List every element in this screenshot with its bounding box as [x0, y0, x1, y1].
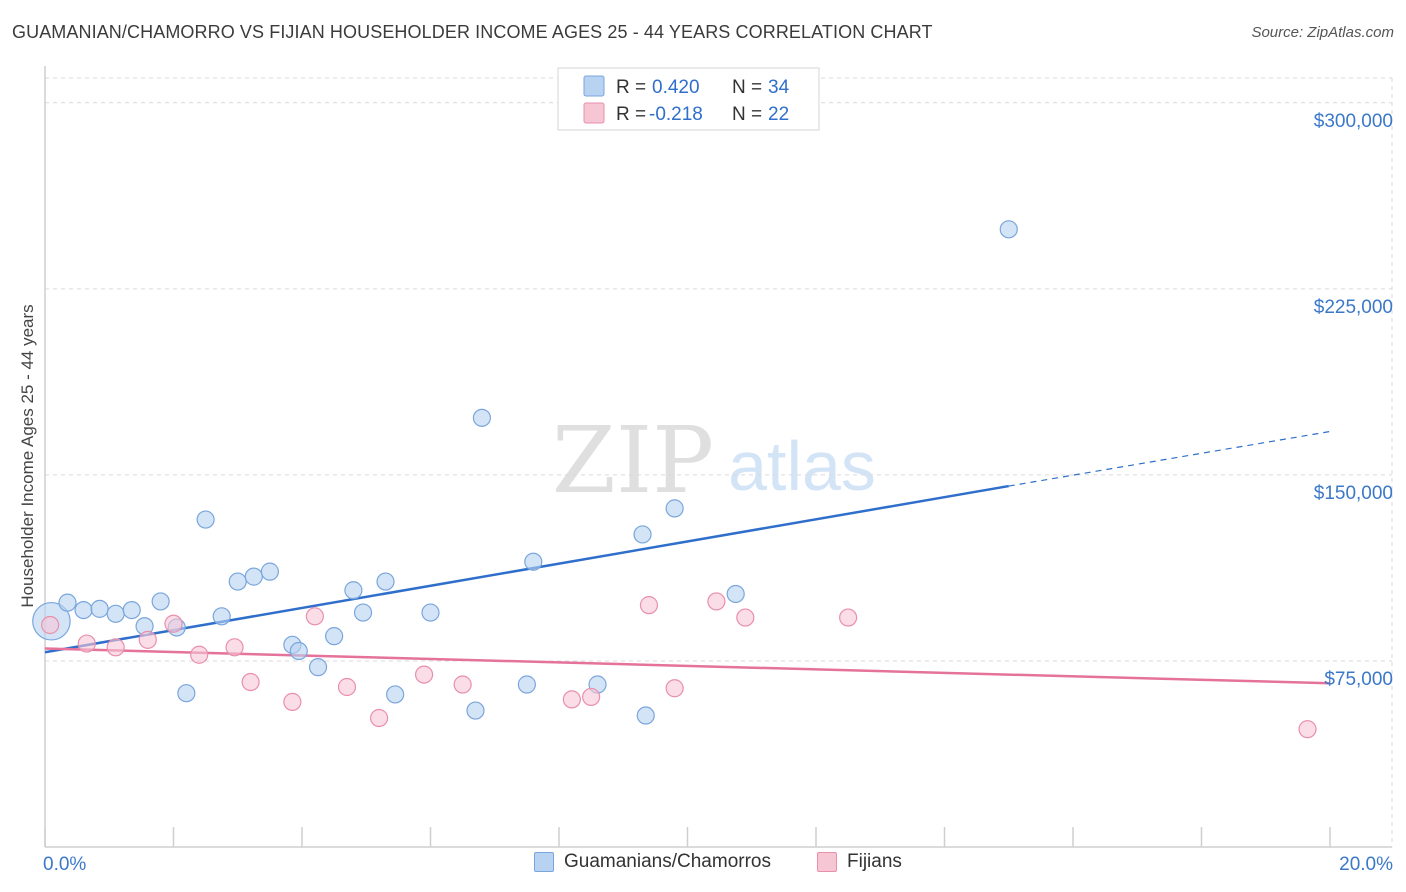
guamanian-point: [344, 581, 363, 600]
fijian-point: [736, 608, 755, 627]
legend-swatch-pink: [817, 852, 837, 872]
y-tick-label: $225,000: [1314, 297, 1393, 318]
chart-title: GUAMANIAN/CHAMORRO VS FIJIAN HOUSEHOLDER…: [12, 22, 933, 42]
y-tick-label: $75,000: [1324, 669, 1393, 690]
fijian-trend-line: [44, 647, 1331, 685]
guamanian-point: [177, 684, 196, 703]
guamanian-point: [212, 607, 231, 626]
fijian-point: [41, 615, 60, 635]
watermark: ZIP atlas: [552, 407, 876, 514]
fijian-point: [77, 634, 96, 653]
guamanian-point: [386, 685, 405, 704]
guamanian-point: [90, 599, 109, 618]
guamanian-point: [466, 701, 485, 720]
guamanian-point: [260, 562, 279, 581]
stats-legend-r-label: R =: [616, 104, 646, 125]
stats-legend: R = 0.420 N = 34 R = -0.218 N = 22: [557, 67, 820, 131]
stats-legend-n-value: 34: [768, 77, 790, 98]
legend-label-fijians: Fijians: [847, 851, 902, 872]
fijian-point: [639, 596, 659, 615]
fijian-point: [106, 638, 125, 657]
legend-item-fijians[interactable]: Fijians: [817, 851, 902, 873]
grid-lines: [45, 77, 1393, 847]
guamanian-point: [196, 510, 215, 529]
guamanian-point: [244, 567, 263, 586]
fijian-point: [582, 687, 601, 707]
fijian-point: [1298, 720, 1317, 739]
x-tick-label: 0.0%: [43, 854, 86, 875]
stats-legend-r-value: -0.218: [649, 104, 703, 125]
guamanian-point: [308, 658, 328, 677]
y-tick-label: $150,000: [1314, 483, 1393, 504]
source-label: Source: ZipAtlas.com: [1251, 24, 1394, 41]
guamanian-point: [421, 603, 440, 622]
guamanian-point: [665, 499, 684, 518]
stats-legend-pink-swatch: [583, 102, 605, 124]
legend-label-guamanians: Guamanians/Chamorros: [564, 851, 771, 872]
guamanian-point: [376, 572, 395, 591]
stats-legend-n-label: N =: [732, 104, 762, 125]
guamanian-point: [289, 641, 308, 661]
guamanian-point: [106, 604, 125, 623]
guamanian-point: [636, 706, 655, 725]
stats-legend-n-label: N =: [732, 77, 762, 98]
guamanian-point: [228, 572, 247, 591]
watermark-zip: ZIP: [552, 407, 714, 514]
axes: [44, 66, 1392, 848]
stats-legend-n-value: 22: [768, 104, 789, 125]
fijian-point: [839, 608, 858, 627]
guamanian-point: [472, 408, 491, 427]
fijian-point: [665, 679, 684, 698]
data-points: [32, 220, 1317, 739]
stats-legend-blue-swatch: [583, 75, 605, 97]
guamanian-point: [517, 675, 536, 694]
guamanian-point: [151, 592, 170, 611]
stats-legend-r-label: R =: [616, 77, 646, 98]
y-tick-labels: $75,000 $150,000 $225,000 $300,000: [1314, 111, 1393, 690]
guamanian-point: [524, 552, 543, 571]
guamanian-point: [633, 525, 652, 544]
guamanian-point: [999, 220, 1018, 239]
fijian-point: [164, 614, 183, 633]
fijian-point: [225, 638, 244, 657]
legend-item-guamanians[interactable]: Guamanians/Chamorros: [534, 851, 771, 873]
fijian-point: [453, 675, 472, 694]
fijian-point: [370, 708, 389, 728]
guamanian-point: [58, 593, 77, 612]
y-axis-label: Householder Income Ages 25 - 44 years: [18, 304, 37, 607]
fijian-point: [241, 672, 260, 692]
guamanian-point: [74, 600, 93, 620]
guamanian-trend-line-extension: [1008, 430, 1331, 487]
guamanian-point: [726, 584, 745, 604]
guamanian-point: [325, 627, 344, 646]
fijian-point: [414, 665, 434, 684]
legend-swatch-blue: [534, 852, 554, 872]
fijian-point: [283, 692, 302, 711]
x-tick-label: 20.0%: [1339, 854, 1393, 875]
y-tick-label: $300,000: [1314, 111, 1393, 132]
x-tick-labels: 0.0% 20.0%: [43, 854, 1393, 875]
trend-lines: [44, 430, 1331, 685]
fijian-point: [337, 677, 357, 697]
stats-legend-r-value: 0.420: [652, 77, 700, 98]
guamanian-point: [122, 600, 141, 620]
fijian-point: [305, 607, 324, 626]
fijian-point: [707, 592, 726, 611]
fijian-point: [138, 630, 157, 649]
guamanian-trend-line: [44, 484, 1009, 654]
watermark-atlas: atlas: [728, 427, 876, 505]
fijian-point: [190, 645, 209, 664]
guamanian-point: [353, 603, 373, 622]
fijian-point: [562, 690, 581, 709]
bottom-legend: Guamanians/Chamorros Fijians: [0, 851, 1406, 879]
